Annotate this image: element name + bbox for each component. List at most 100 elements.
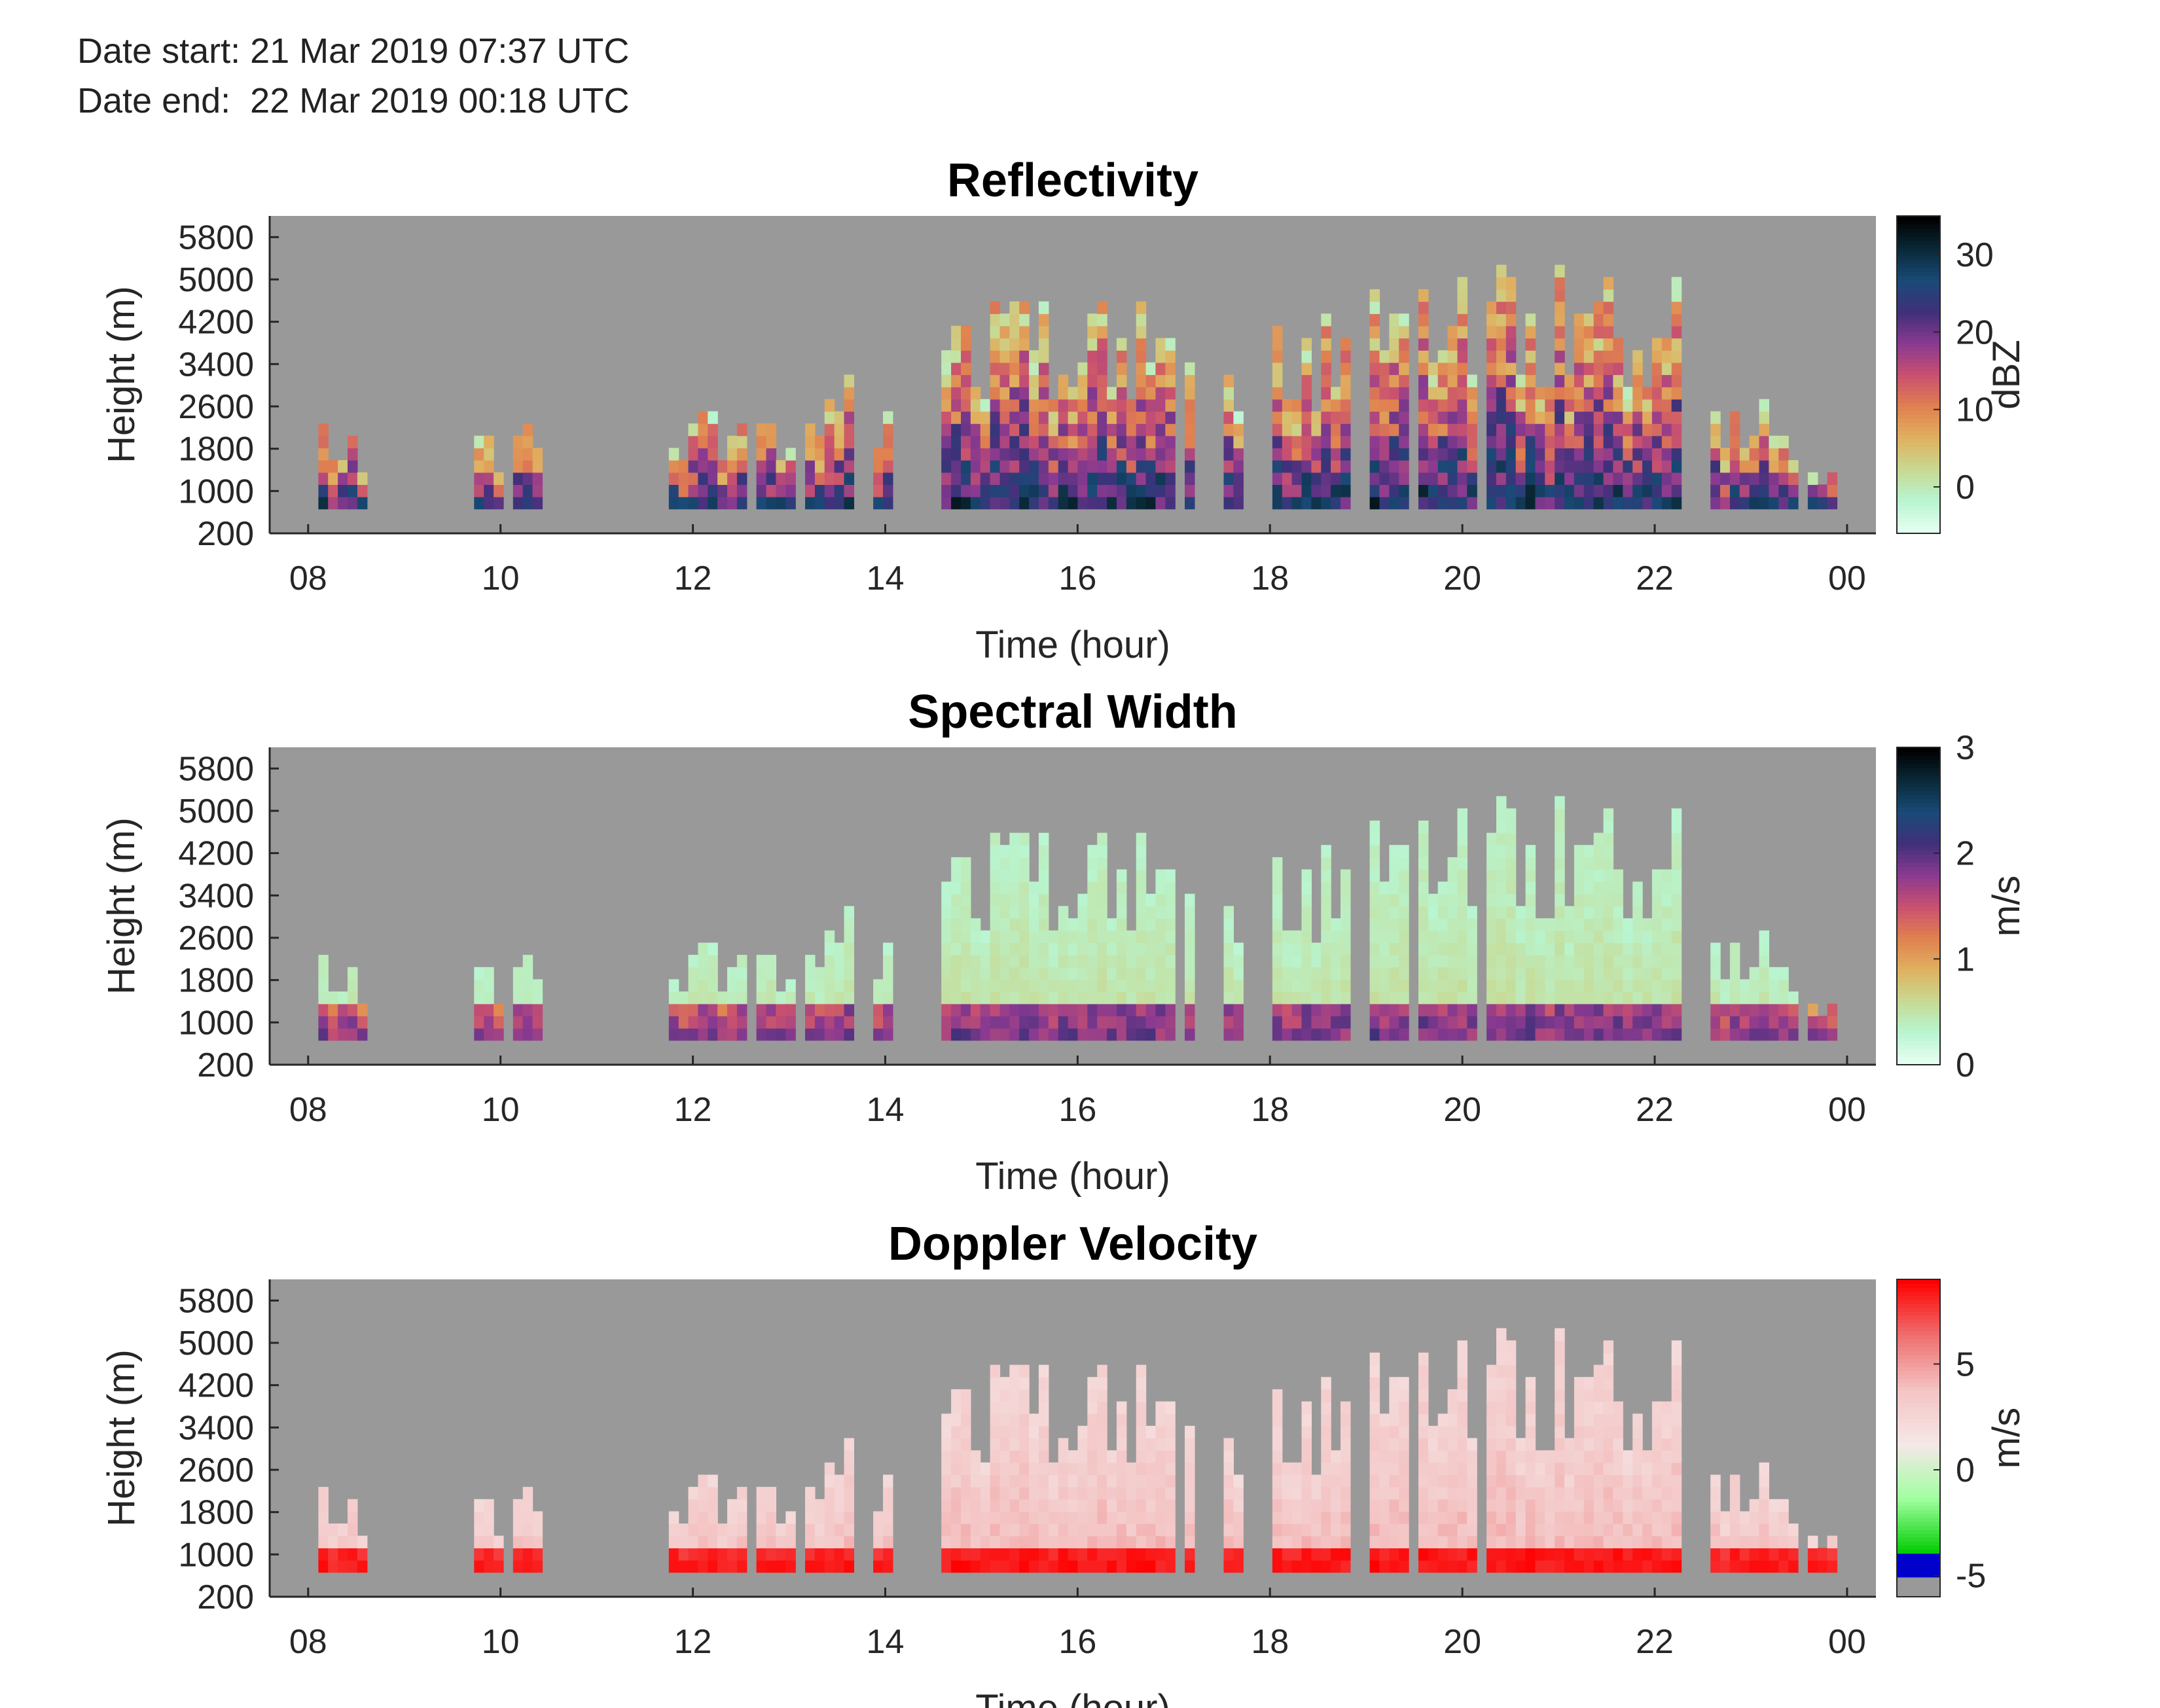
heatmap-cell [1603, 857, 1614, 870]
heatmap-cell [999, 967, 1010, 980]
heatmap-cell [1428, 411, 1439, 424]
heatmap-cell [1009, 832, 1020, 845]
heatmap-cell [844, 1003, 854, 1016]
heatmap-cell [1623, 1028, 1633, 1041]
y-tick-label: 4200 [178, 304, 254, 342]
heatmap-cell [1058, 1523, 1069, 1537]
heatmap-cell [1593, 832, 1604, 845]
heatmap-cell [1710, 472, 1721, 485]
heatmap-cell [1087, 1548, 1098, 1561]
heatmap-cell [1418, 893, 1429, 907]
heatmap-cell [1126, 399, 1137, 412]
heatmap-cell [1165, 918, 1176, 931]
heatmap-cell [1749, 1548, 1760, 1561]
heatmap-cell [1428, 362, 1439, 376]
heatmap-cell [756, 1523, 767, 1537]
heatmap-cell [1759, 423, 1769, 436]
heatmap-cell [1126, 497, 1137, 510]
heatmap-cell [1399, 991, 1409, 1005]
heatmap-cell [1505, 1377, 1517, 1390]
colorbar-segment [1897, 1450, 1940, 1455]
heatmap-cell [1651, 1425, 1663, 1439]
heatmap-cell [1671, 1523, 1682, 1537]
heatmap-cell [1437, 1511, 1449, 1524]
heatmap-cell [1331, 1474, 1341, 1487]
heatmap-cell [1457, 845, 1467, 858]
heatmap-cell [1233, 1548, 1244, 1561]
heatmap-cell [1583, 1028, 1594, 1041]
heatmap-cell [1671, 1462, 1682, 1476]
heatmap-cell [708, 979, 718, 992]
heatmap-cell [1165, 1511, 1176, 1524]
heatmap-cell [1019, 967, 1030, 980]
heatmap-cell [1710, 1511, 1721, 1524]
heatmap-cell [961, 1401, 971, 1414]
heatmap-cell [1486, 869, 1497, 882]
heatmap-cell [1341, 1414, 1351, 1427]
heatmap-cell [1009, 435, 1020, 449]
heatmap-cell [999, 869, 1010, 882]
colorbar-segment [1897, 1561, 1940, 1566]
heatmap-cell [1058, 967, 1069, 980]
heatmap-cell [1155, 1474, 1166, 1487]
heatmap-cell [824, 411, 835, 424]
heatmap-cell [1437, 893, 1449, 907]
heatmap-cell [1437, 1003, 1449, 1016]
colorbar-segment [1897, 854, 1940, 859]
heatmap-cell [522, 1560, 533, 1573]
colorbar-segment [1897, 1553, 1940, 1558]
heatmap-cell [1019, 918, 1030, 931]
heatmap-cell [1165, 1450, 1176, 1463]
heatmap-cell [756, 1499, 767, 1512]
heatmap-cell [951, 991, 962, 1005]
heatmap-cell [1311, 448, 1322, 461]
heatmap-cell [1437, 1560, 1449, 1573]
heatmap-cell [1136, 1364, 1147, 1378]
heatmap-cell [1613, 979, 1623, 992]
heatmap-cell [1642, 1474, 1653, 1487]
heatmap-cell [824, 955, 835, 968]
heatmap-cell [1155, 387, 1166, 400]
heatmap-cell [1029, 955, 1039, 968]
heatmap-cell [513, 1523, 524, 1537]
heatmap-cell [1009, 1414, 1020, 1427]
heatmap-cell [1505, 955, 1517, 968]
heatmap-cell [1068, 484, 1079, 497]
heatmap-cell [1009, 362, 1020, 376]
heatmap-cell [1341, 350, 1351, 363]
heatmap-cell [941, 484, 952, 497]
heatmap-cell [1710, 967, 1721, 980]
heatmap-cell [980, 1535, 991, 1548]
heatmap-cell [1574, 1016, 1585, 1029]
heatmap-cell [1165, 979, 1176, 992]
heatmap-cell [348, 1548, 358, 1561]
heatmap-cell [1574, 955, 1585, 968]
heatmap-cell [1019, 1487, 1030, 1500]
heatmap-cell [990, 1535, 1001, 1548]
heatmap-cell [1447, 991, 1458, 1005]
heatmap-cell [1341, 1499, 1351, 1512]
heatmap-cell [1603, 1474, 1614, 1487]
heatmap-cell [1418, 1450, 1429, 1463]
heatmap-cell [532, 1016, 543, 1029]
heatmap-cell [1301, 991, 1312, 1005]
heatmap-cell [1642, 387, 1653, 400]
heatmap-cell [338, 991, 348, 1005]
heatmap-cell [990, 1401, 1001, 1414]
heatmap-cell [1817, 1560, 1828, 1573]
heatmap-cell [1136, 435, 1147, 449]
heatmap-cell [941, 979, 952, 992]
heatmap-cell [1505, 460, 1517, 473]
heatmap-cell [970, 387, 981, 400]
heatmap-cell [1661, 1438, 1672, 1451]
heatmap-cell [1321, 918, 1331, 931]
heatmap-cell [1418, 399, 1429, 412]
heatmap-cell [1165, 497, 1176, 510]
heatmap-cell [1019, 991, 1030, 1005]
heatmap-cell [844, 448, 854, 461]
heatmap-cell [708, 942, 718, 955]
heatmap-cell [1223, 967, 1234, 980]
heatmap-cell [1457, 1003, 1467, 1016]
heatmap-cell [999, 1450, 1010, 1463]
heatmap-cell [1038, 313, 1049, 327]
